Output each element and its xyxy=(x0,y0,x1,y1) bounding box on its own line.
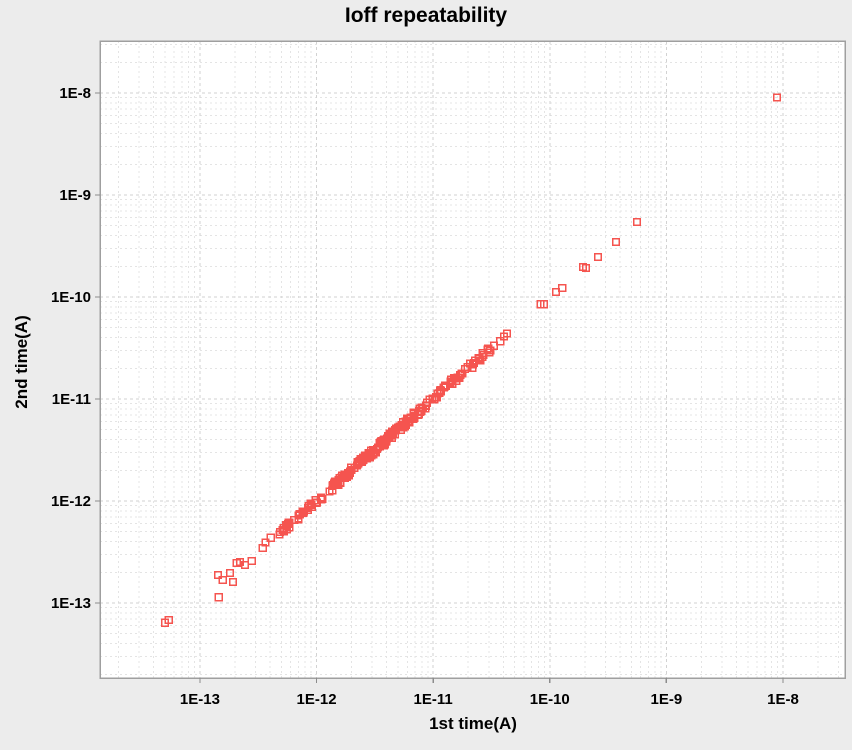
data-point[interactable] xyxy=(582,264,591,273)
data-point-layer xyxy=(160,93,782,627)
data-point[interactable] xyxy=(413,411,422,420)
data-point[interactable] xyxy=(335,473,344,483)
data-point[interactable] xyxy=(551,287,560,297)
data-point[interactable] xyxy=(228,577,238,586)
data-point[interactable] xyxy=(456,370,465,379)
data-point[interactable] xyxy=(421,401,430,410)
data-point[interactable] xyxy=(399,423,408,432)
data-point[interactable] xyxy=(428,394,437,403)
y-tick-label: 1E-11 xyxy=(52,391,91,408)
chart-title: Ioff repeatability xyxy=(344,4,508,27)
data-point[interactable] xyxy=(294,515,303,524)
data-point[interactable] xyxy=(593,252,602,262)
x-tick-label: 1E-12 xyxy=(297,691,337,708)
y-tick-label: 1E-13 xyxy=(51,595,91,612)
data-point[interactable] xyxy=(278,525,287,535)
y-tick-label: 1E-10 xyxy=(51,289,91,306)
tick-layer: 1E-13 1E-12 1E-11 1E-10 1E-9 1E-8 1E-8 1E-9 1E-1… xyxy=(51,85,799,708)
data-point[interactable] xyxy=(461,365,470,374)
data-point[interactable] xyxy=(213,571,223,580)
data-point[interactable] xyxy=(247,556,256,565)
data-point[interactable] xyxy=(358,456,367,465)
data-point[interactable] xyxy=(486,346,495,355)
x-tick-label: 1E-8 xyxy=(767,691,799,708)
data-point[interactable] xyxy=(469,360,478,369)
data-point[interactable] xyxy=(218,575,227,585)
data-point[interactable] xyxy=(299,508,308,517)
data-point[interactable] xyxy=(415,406,424,416)
data-point[interactable] xyxy=(539,300,548,309)
data-point[interactable] xyxy=(632,218,642,227)
data-point[interactable] xyxy=(503,329,512,338)
data-point[interactable] xyxy=(261,538,270,547)
data-point[interactable] xyxy=(611,237,621,246)
data-point[interactable] xyxy=(317,495,326,504)
data-point[interactable] xyxy=(558,283,567,292)
data-point[interactable] xyxy=(367,451,376,460)
data-point[interactable] xyxy=(441,381,450,390)
data-point[interactable] xyxy=(342,471,351,480)
data-point[interactable] xyxy=(439,383,448,392)
data-point[interactable] xyxy=(329,481,338,490)
data-point[interactable] xyxy=(409,411,418,420)
data-point[interactable] xyxy=(463,362,472,372)
data-point[interactable] xyxy=(773,93,782,102)
data-point[interactable] xyxy=(447,375,456,384)
x-tick-label: 1E-11 xyxy=(414,691,453,708)
grid-layer xyxy=(100,41,845,678)
y-tick-label: 1E-8 xyxy=(59,85,91,102)
data-point[interactable] xyxy=(307,503,316,512)
plot-frame xyxy=(99,40,846,679)
data-point[interactable] xyxy=(340,474,349,483)
x-tick-label: 1E-9 xyxy=(651,691,683,708)
data-point[interactable] xyxy=(225,568,235,578)
y-axis-title: 2nd time(A) xyxy=(12,315,31,409)
data-point[interactable] xyxy=(369,449,378,458)
data-point[interactable] xyxy=(214,593,223,602)
data-point[interactable] xyxy=(240,560,249,570)
x-tick-label: 1E-13 xyxy=(180,691,220,708)
data-point[interactable] xyxy=(400,421,409,430)
y-tick-label: 1E-9 xyxy=(59,187,91,204)
data-point[interactable] xyxy=(430,395,439,404)
data-point[interactable] xyxy=(266,533,275,542)
data-point[interactable] xyxy=(381,438,390,447)
data-point[interactable] xyxy=(285,518,294,527)
x-tick-label: 1E-10 xyxy=(530,691,570,708)
data-point[interactable] xyxy=(475,354,484,363)
y-tick-label: 1E-12 xyxy=(51,493,91,510)
data-point[interactable] xyxy=(164,616,173,625)
x-axis-title: 1st time(A) xyxy=(429,714,517,733)
